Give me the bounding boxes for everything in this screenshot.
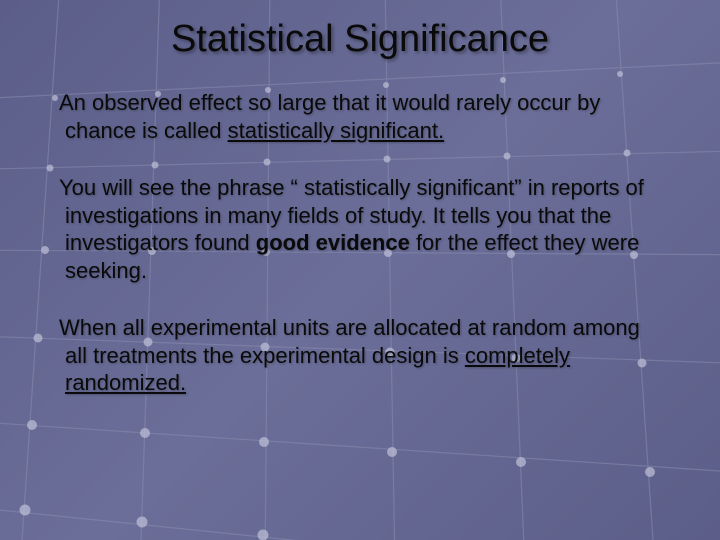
p1-underline: statistically significant. — [228, 118, 444, 143]
p2-bold: good evidence — [256, 230, 410, 255]
paragraph-1: An observed effect so large that it woul… — [55, 89, 665, 144]
slide-container: Statistical Significance An observed eff… — [0, 0, 720, 540]
paragraph-3: When all experimental units are allocate… — [55, 314, 665, 397]
paragraph-2: You will see the phrase “ statistically … — [55, 174, 665, 284]
slide-title: Statistical Significance — [55, 18, 665, 61]
slide-content: Statistical Significance An observed eff… — [0, 0, 720, 417]
